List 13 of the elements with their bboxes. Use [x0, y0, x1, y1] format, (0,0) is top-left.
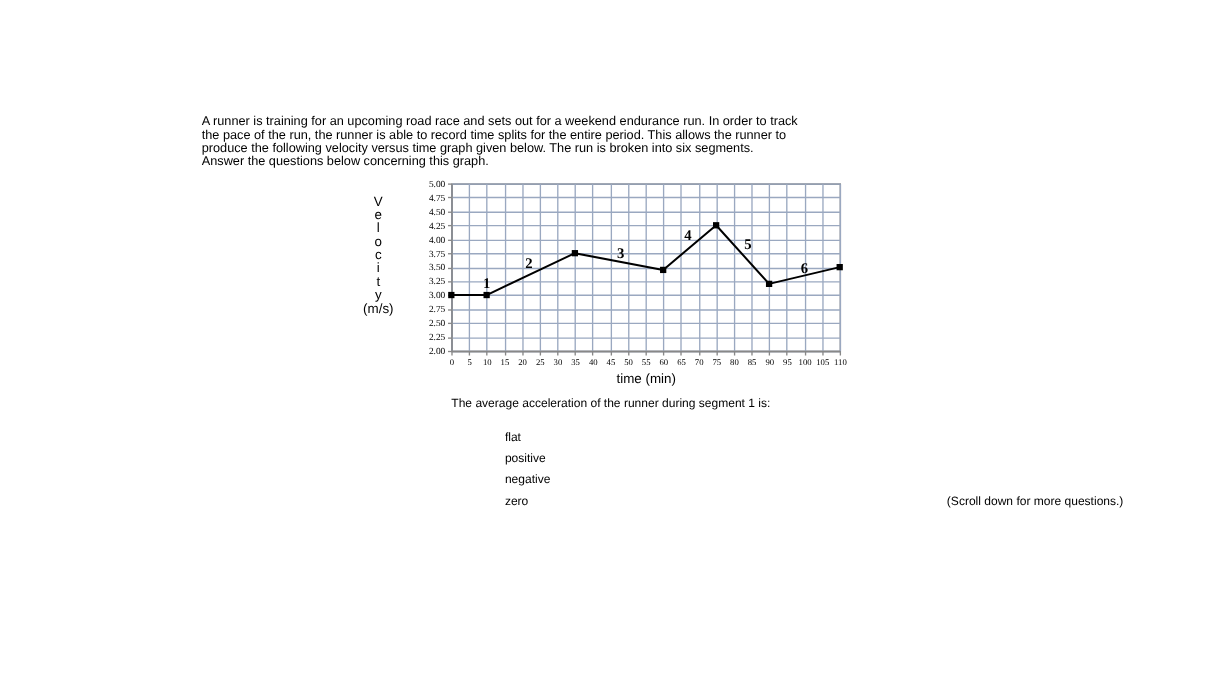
annotation: 2 [525, 254, 534, 273]
point [483, 291, 490, 299]
annotation: 4 [684, 226, 693, 245]
point [660, 266, 667, 274]
annotation: 6 [800, 258, 809, 277]
annotation: 1 [482, 273, 491, 292]
annotation: 3 [617, 243, 626, 262]
point [712, 222, 720, 229]
annotation: 5 [744, 234, 753, 253]
point [571, 250, 579, 257]
line-series [448, 222, 843, 299]
point [765, 280, 773, 288]
point [836, 263, 843, 271]
